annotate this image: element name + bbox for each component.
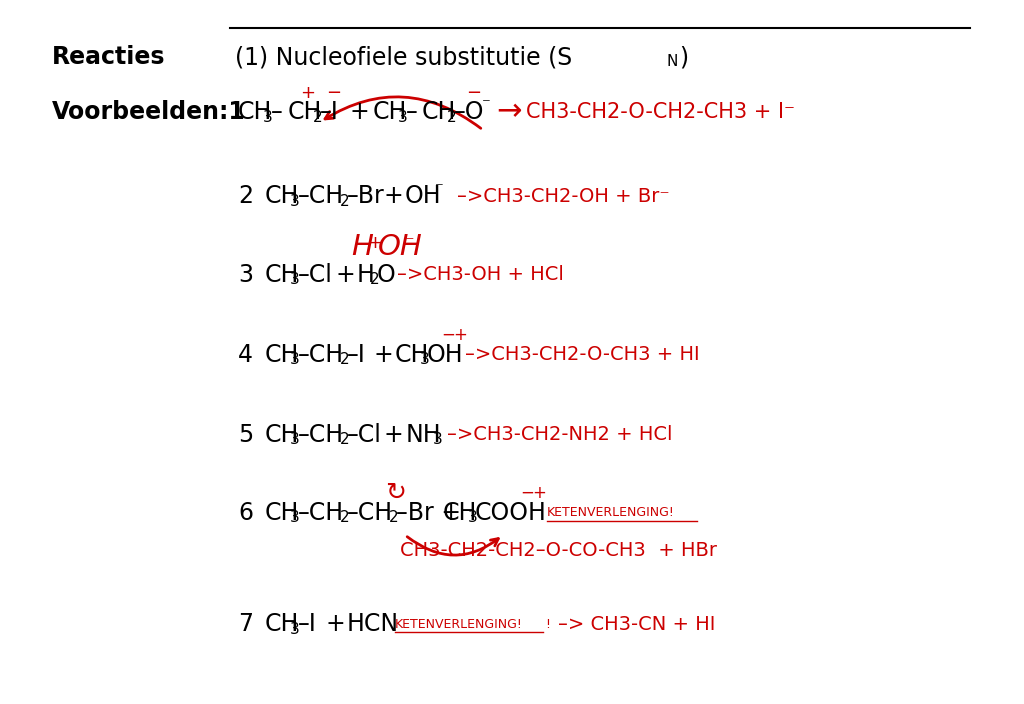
Text: CH: CH (422, 100, 457, 124)
Text: –>CH3-CH2-NH2 + HCl: –>CH3-CH2-NH2 + HCl (447, 425, 673, 444)
Text: H: H (357, 263, 375, 287)
Text: 5: 5 (238, 423, 253, 447)
Text: H: H (351, 233, 373, 261)
Text: 3: 3 (398, 110, 408, 125)
Text: −: − (520, 484, 534, 502)
Text: CH: CH (265, 501, 299, 525)
Text: +: + (335, 263, 354, 287)
Text: CH: CH (373, 100, 408, 124)
Text: 2: 2 (340, 510, 349, 525)
Text: −: − (326, 84, 341, 102)
Text: 7: 7 (238, 612, 253, 636)
Text: CH: CH (443, 501, 477, 525)
Text: ⁻: ⁻ (482, 95, 490, 113)
Text: +: + (383, 184, 402, 208)
Text: OH: OH (378, 233, 423, 261)
FancyArrowPatch shape (408, 536, 499, 555)
Text: –O: –O (454, 100, 484, 124)
Text: Voorbeelden:1: Voorbeelden:1 (52, 100, 246, 124)
Text: +: + (384, 423, 403, 447)
Text: 2: 2 (447, 110, 457, 125)
Text: ⁻: ⁻ (406, 234, 415, 252)
Text: 2: 2 (340, 353, 349, 367)
Text: CH: CH (288, 100, 323, 124)
Text: –I: –I (298, 612, 316, 636)
Text: !: ! (545, 617, 550, 631)
Text: –I: –I (347, 343, 366, 367)
Text: +: + (325, 612, 345, 636)
Text: 2: 2 (340, 194, 349, 208)
Text: +: + (300, 84, 315, 102)
Text: 6: 6 (238, 501, 253, 525)
Text: –Br: –Br (347, 184, 385, 208)
Text: 3: 3 (290, 353, 300, 367)
Text: +: + (350, 100, 370, 124)
Text: –Br +: –Br + (396, 501, 461, 525)
Text: +: + (453, 326, 467, 344)
Text: ↻: ↻ (385, 481, 406, 505)
Text: –: – (406, 100, 418, 124)
Text: 3: 3 (290, 622, 300, 636)
Text: 3: 3 (290, 432, 300, 448)
Text: KETENVERLENGING!: KETENVERLENGING! (395, 617, 523, 631)
Text: 2: 2 (313, 110, 323, 125)
Text: –CH: –CH (298, 501, 344, 525)
Text: −: − (441, 326, 455, 344)
Text: CH: CH (265, 343, 299, 367)
Text: CH: CH (265, 612, 299, 636)
Text: –CH: –CH (298, 184, 344, 208)
Text: –>CH3-CH2-O-CH3 + HI: –>CH3-CH2-O-CH3 + HI (465, 346, 699, 365)
Text: 4: 4 (238, 343, 253, 367)
Text: –CH: –CH (298, 423, 344, 447)
Text: 3: 3 (263, 110, 272, 125)
Text: →: → (496, 97, 521, 127)
Text: –CH: –CH (347, 501, 393, 525)
Text: CH: CH (265, 263, 299, 287)
Text: 3: 3 (290, 194, 300, 208)
Text: +: + (532, 484, 546, 502)
Text: CH: CH (395, 343, 429, 367)
Text: –>CH3-CH2-OH + Br⁻: –>CH3-CH2-OH + Br⁻ (457, 187, 670, 206)
Text: ): ) (679, 45, 688, 69)
Text: CH3-CH2-CH2–O-CO-CH3  + HBr: CH3-CH2-CH2–O-CO-CH3 + HBr (400, 541, 717, 560)
Text: (1) Nucleofiele substitutie (S: (1) Nucleofiele substitutie (S (234, 45, 572, 69)
Text: 2: 2 (370, 272, 380, 287)
Text: N: N (667, 54, 678, 70)
Text: –>CH3-OH + HCl: –>CH3-OH + HCl (397, 265, 564, 284)
Text: OH: OH (427, 343, 464, 367)
Text: 3: 3 (290, 272, 300, 287)
Text: 2: 2 (238, 184, 253, 208)
Text: COOH: COOH (475, 501, 547, 525)
Text: OH: OH (406, 184, 441, 208)
Text: 3: 3 (468, 510, 478, 525)
Text: CH: CH (265, 184, 299, 208)
Text: CH3-CH2-O-CH2-CH3 + I⁻: CH3-CH2-O-CH2-CH3 + I⁻ (526, 102, 795, 122)
Text: HCN: HCN (347, 612, 399, 636)
Text: –: – (271, 100, 283, 124)
Text: 3: 3 (433, 432, 442, 448)
Text: +: + (367, 234, 382, 252)
Text: Reacties: Reacties (52, 45, 166, 69)
Text: CH: CH (265, 423, 299, 447)
Text: 3: 3 (290, 510, 300, 525)
Text: 2: 2 (389, 510, 398, 525)
Text: −: − (466, 84, 481, 102)
Text: ⁻: ⁻ (435, 179, 443, 197)
Text: –> CH3-CN + HI: –> CH3-CN + HI (558, 615, 716, 634)
Text: 2: 2 (340, 432, 349, 448)
Text: CH: CH (238, 100, 272, 124)
FancyArrowPatch shape (325, 97, 481, 128)
Text: +: + (373, 343, 393, 367)
Text: 3: 3 (238, 263, 253, 287)
Text: O: O (377, 263, 395, 287)
Text: –I: –I (319, 100, 339, 124)
Text: –CH: –CH (298, 343, 344, 367)
Text: NH: NH (406, 423, 441, 447)
Text: 3: 3 (420, 353, 430, 367)
Text: –Cl: –Cl (347, 423, 382, 447)
Text: KETENVERLENGING!: KETENVERLENGING! (547, 506, 675, 520)
Text: –Cl: –Cl (298, 263, 333, 287)
